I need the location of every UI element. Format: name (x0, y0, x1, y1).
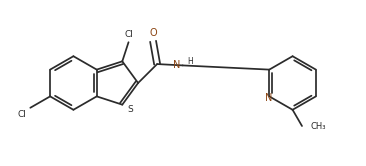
Text: N: N (265, 93, 272, 103)
Text: H: H (188, 57, 193, 66)
Text: S: S (127, 105, 133, 114)
Text: Cl: Cl (18, 110, 27, 119)
Text: N: N (173, 60, 181, 70)
Text: CH₃: CH₃ (311, 122, 326, 130)
Text: O: O (149, 28, 157, 38)
Text: Cl: Cl (124, 30, 133, 39)
